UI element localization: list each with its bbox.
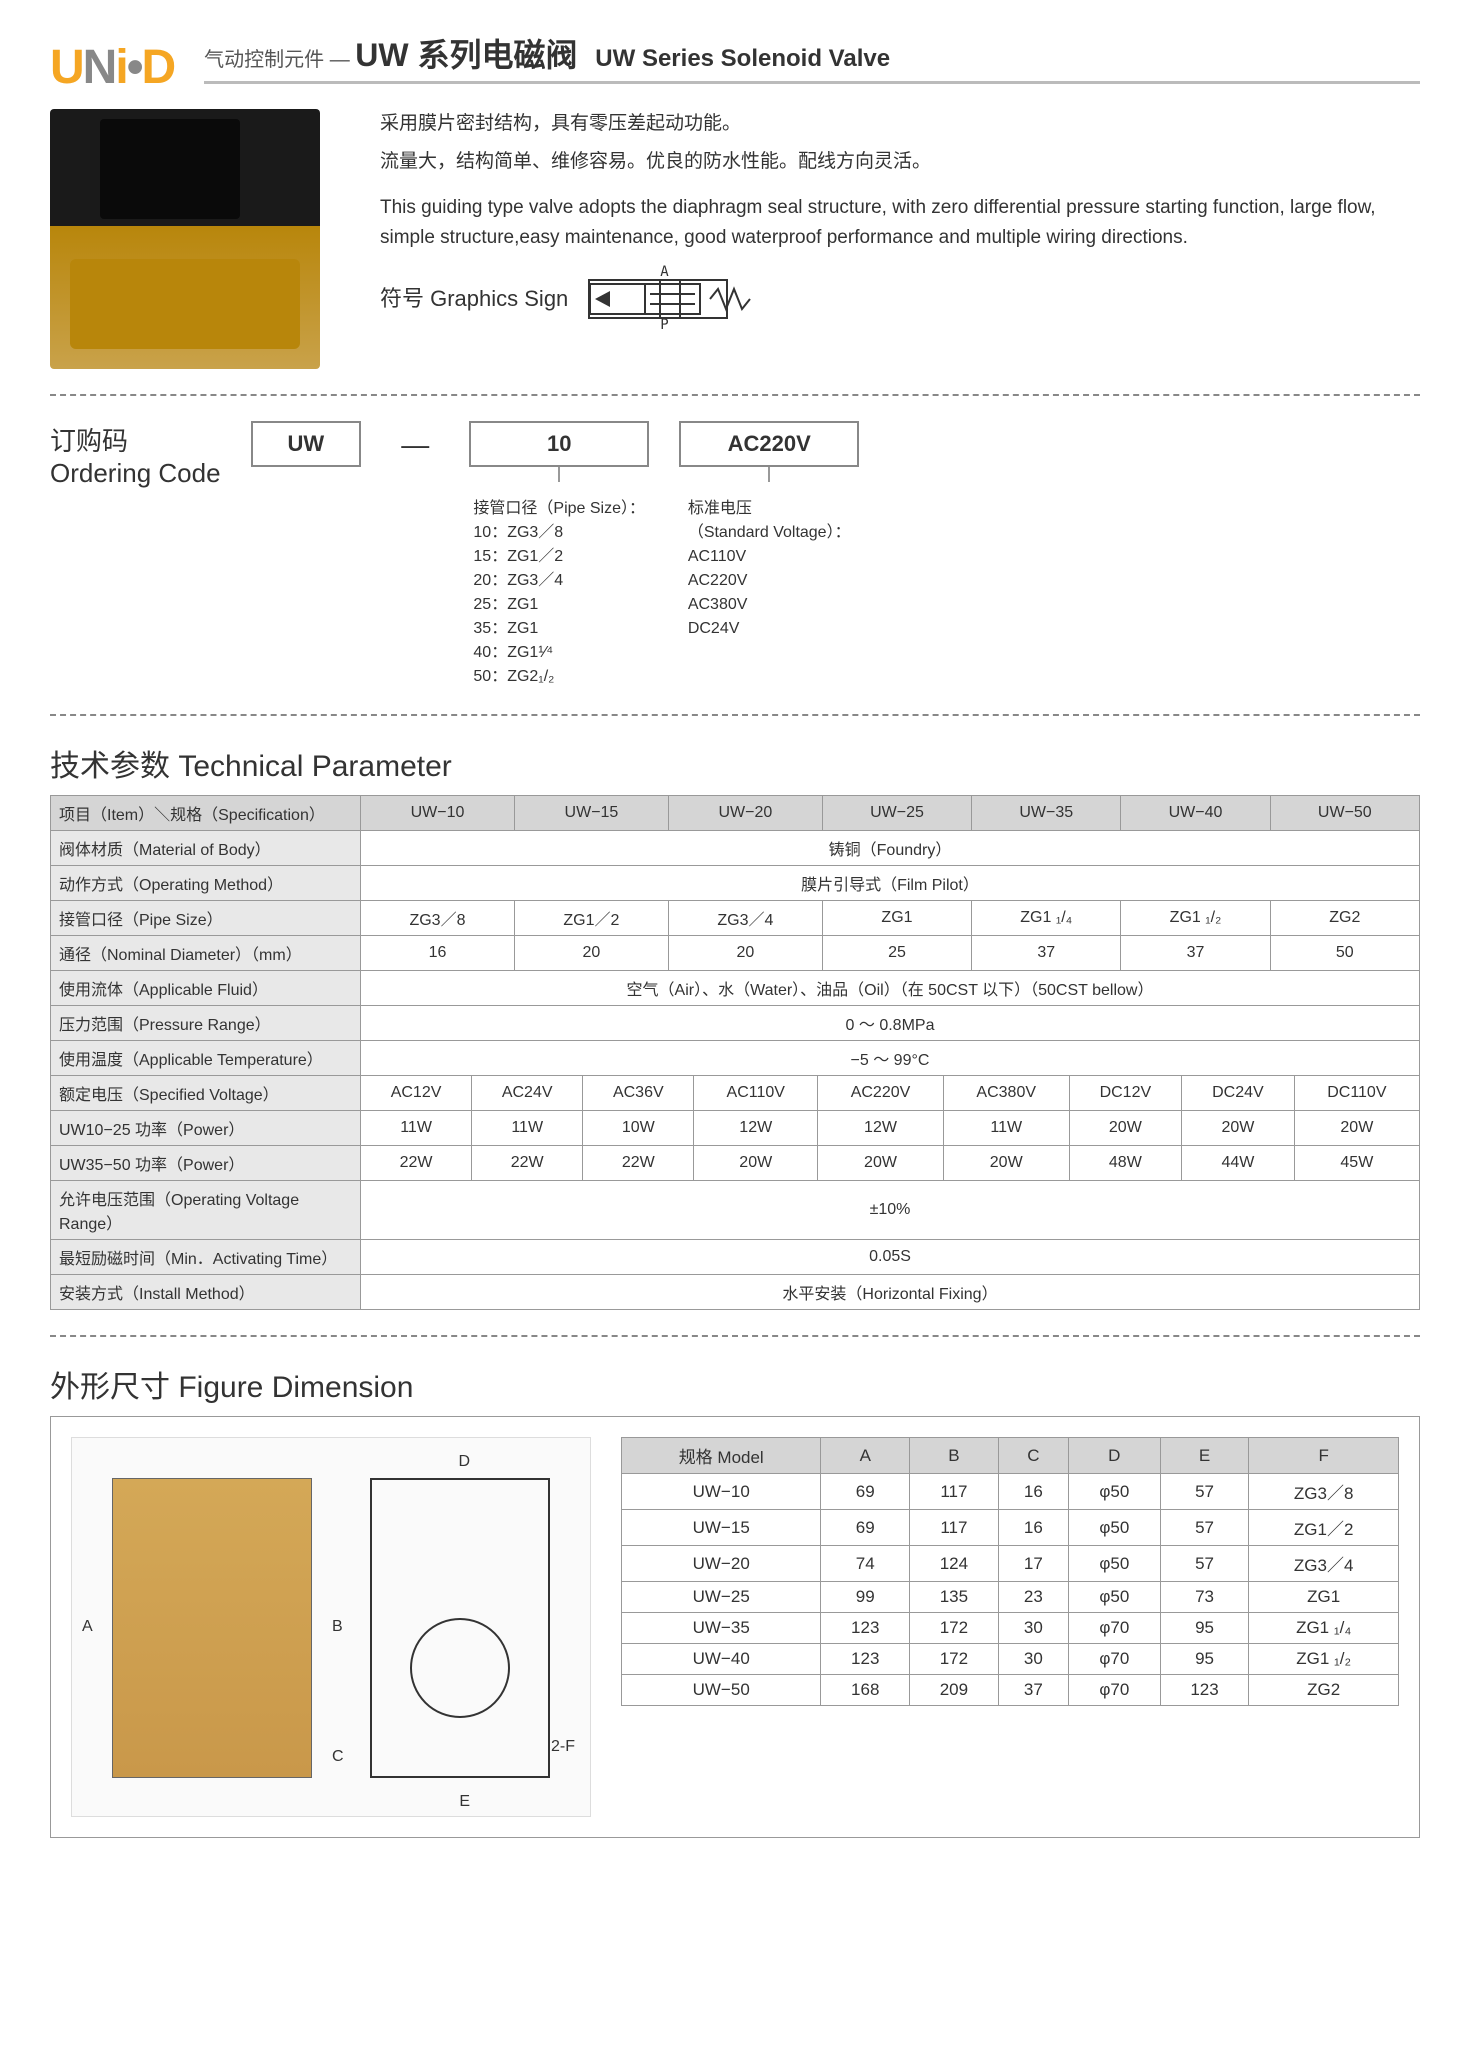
divider: [50, 1335, 1420, 1337]
tech-header-row: 项目（Item）＼规格（Specification） UW−10 UW−15 U…: [51, 796, 1420, 831]
tech-title: 技术参数 Technical Parameter: [50, 741, 1420, 785]
code-col-1: UW: [251, 421, 362, 467]
voltage-options-list: AC110V AC220V AC380V DC24V: [688, 545, 851, 641]
logo: UNi•D: [50, 40, 174, 95]
technical-drawing: A B C D E 2-F: [71, 1437, 591, 1817]
category-label: 气动控制元件 —: [204, 49, 355, 71]
code-col-2: 10 接管口径（Pipe Size）： 10：ZG3／8 15：ZG1／2 20…: [469, 421, 649, 689]
code-col-3: AC220V 标准电压 （Standard Voltage）： AC110V A…: [679, 421, 859, 641]
series-title-cn: UW 系列电磁阀: [355, 37, 577, 73]
ordering-label-cn: 订购码: [50, 421, 221, 458]
product-photo: [50, 109, 320, 369]
size-options-title: 接管口径（Pipe Size）：: [473, 497, 645, 521]
divider: [50, 714, 1420, 716]
code-box-size: 10: [469, 421, 649, 467]
title-bar: 气动控制元件 — UW 系列电磁阀 UW Series Solenoid Val…: [204, 30, 1420, 104]
title-underline: [204, 81, 1420, 84]
graphics-sign: 符号 Graphics Sign: [380, 279, 1420, 319]
dim-title: 外形尺寸 Figure Dimension: [50, 1362, 1420, 1406]
dim-row: UW−5016820937φ70123ZG2: [622, 1675, 1399, 1706]
size-options-list: 10：ZG3／8 15：ZG1／2 20：ZG3／4 25：ZG1 35：ZG1…: [473, 521, 645, 689]
dim-row: UW−259913523φ5073ZG1: [622, 1582, 1399, 1613]
dimension-table-wrap: 规格 ModelABCDEF UW−106911716φ5057ZG3／8UW−…: [621, 1437, 1399, 1706]
dim-row: UW−3512317230φ7095ZG1 ₁/₄: [622, 1613, 1399, 1644]
tech-table: 项目（Item）＼规格（Specification） UW−10 UW−15 U…: [50, 795, 1420, 1076]
voltage-options-title: 标准电压: [688, 497, 851, 521]
dim-row: UW−106911716φ5057ZG3／8: [622, 1474, 1399, 1510]
code-separator: —: [391, 421, 439, 469]
ordering-label-en: Ordering Code: [50, 458, 221, 488]
dim-header-row: 规格 ModelABCDEF: [622, 1438, 1399, 1474]
dim-row: UW−156911716φ5057ZG1／2: [622, 1510, 1399, 1546]
dim-row: UW−207412417φ5057ZG3／4: [622, 1546, 1399, 1582]
intro-text: 采用膜片密封结构，具有零压差起动功能。 流量大，结构简单、维修容易。优良的防水性…: [380, 109, 1420, 369]
dim-row: UW−4012317230φ7095ZG1 ₁/₂: [622, 1644, 1399, 1675]
ordering-label: 订购码 Ordering Code: [50, 421, 221, 489]
intro-section: 采用膜片密封结构，具有零压差起动功能。 流量大，结构简单、维修容易。优良的防水性…: [50, 109, 1420, 369]
schematic-symbol: [588, 279, 728, 319]
tech-table-volt: 额定电压（Specified Voltage） AC12VAC24VAC36VA…: [50, 1075, 1420, 1310]
intro-desc-en: This guiding type valve adopts the diaph…: [380, 193, 1420, 254]
dimension-section: A B C D E 2-F 规格 ModelABCDEF UW−10691171…: [50, 1416, 1420, 1838]
ordering-section: 订购码 Ordering Code UW — 10 接管口径（Pipe Size…: [50, 421, 1420, 689]
voltage-options: 标准电压 （Standard Voltage）： AC110V AC220V A…: [688, 497, 851, 641]
voltage-options-sub: （Standard Voltage）：: [688, 521, 851, 545]
intro-line1-cn: 采用膜片密封结构，具有零压差起动功能。: [380, 109, 1420, 139]
divider: [50, 394, 1420, 396]
series-title-en: UW Series Solenoid Valve: [595, 45, 890, 72]
page-header: UNi•D 气动控制元件 — UW 系列电磁阀 UW Series Soleno…: [50, 30, 1420, 104]
intro-line2-cn: 流量大，结构简单、维修容易。优良的防水性能。配线方向灵活。: [380, 147, 1420, 177]
tech-header-item: 项目（Item）＼规格（Specification）: [51, 796, 361, 831]
dimension-table: 规格 ModelABCDEF UW−106911716φ5057ZG3／8UW−…: [621, 1437, 1399, 1706]
graphics-sign-label: 符号 Graphics Sign: [380, 281, 568, 316]
code-box-series: UW: [251, 421, 362, 467]
size-options: 接管口径（Pipe Size）： 10：ZG3／8 15：ZG1／2 20：ZG…: [473, 497, 645, 689]
code-box-voltage: AC220V: [679, 421, 859, 467]
